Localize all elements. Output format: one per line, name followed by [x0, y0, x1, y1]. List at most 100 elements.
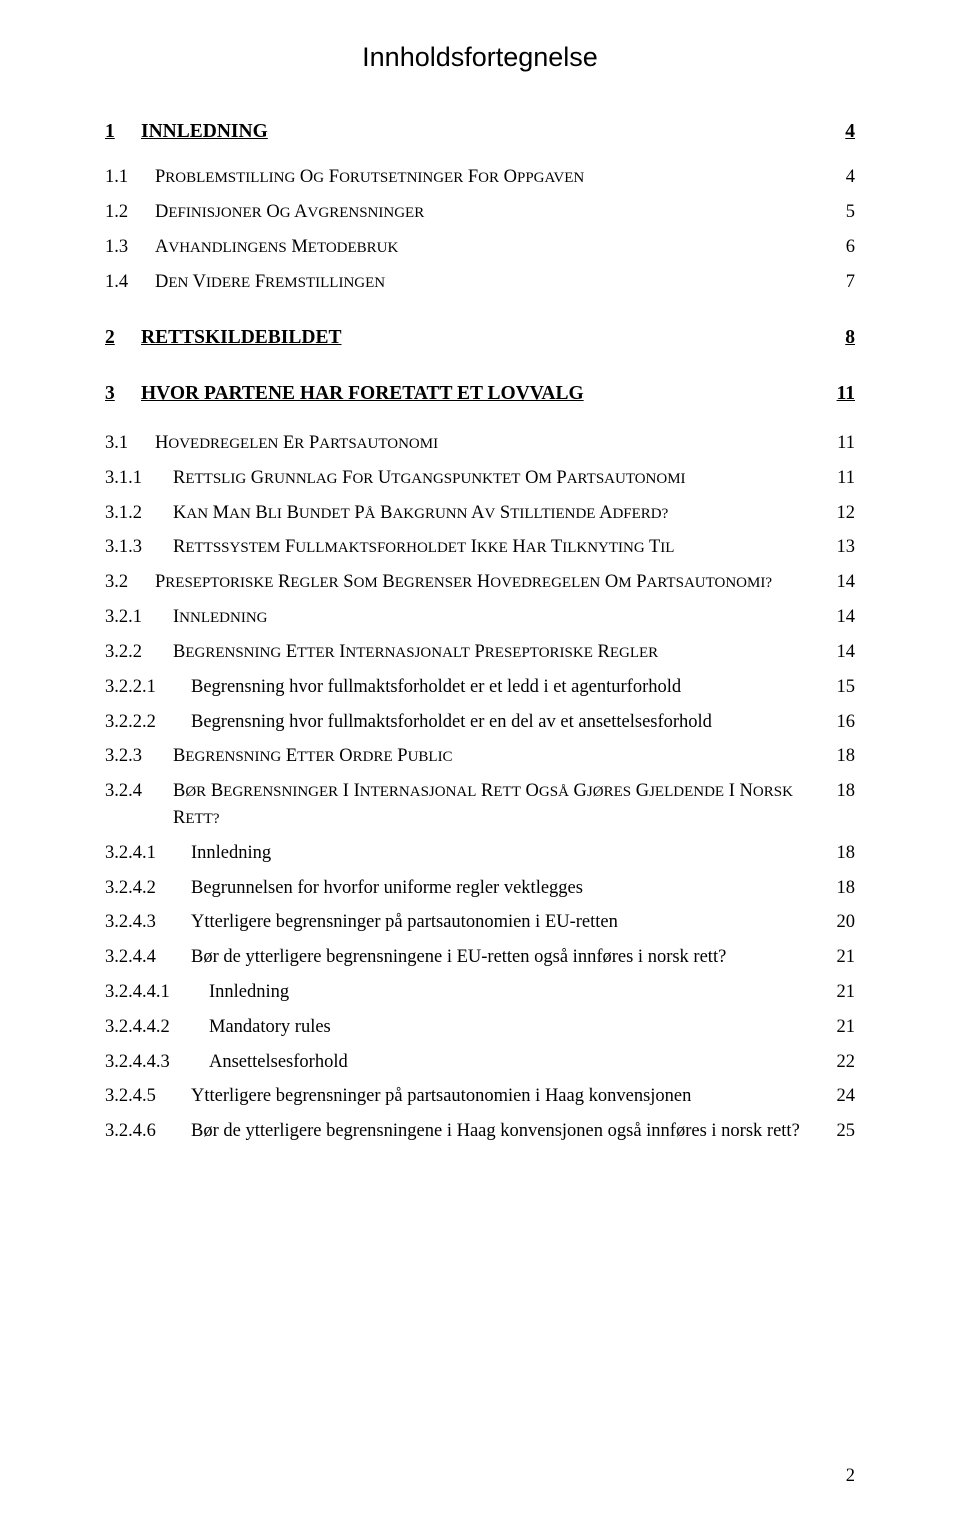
toc-entry-text: PRESEPTORISKE REGLER SOM BEGRENSER HOVED…: [155, 569, 815, 596]
toc-entry-page: 11: [825, 430, 855, 457]
toc-entry-page: 4: [825, 164, 855, 191]
toc-entry-text: INNLEDNING: [173, 604, 815, 631]
toc-entry-number: 3.1.1: [105, 465, 173, 492]
toc-entry-number: 3.2.4.4.3: [105, 1049, 209, 1076]
toc-entry-page: 21: [825, 1014, 855, 1041]
toc-entry-page: 4: [825, 118, 855, 146]
toc-entry-text: HOVEDREGELEN ER PARTSAUTONOMI: [155, 430, 815, 457]
toc-entry-page: 6: [825, 234, 855, 261]
toc-row: 3.1.2KAN MAN BLI BUNDET PÅ BAKGRUNN AV S…: [105, 500, 855, 527]
toc-row: 3.2.3BEGRENSNING ETTER ORDRE PUBLIC 18: [105, 743, 855, 770]
toc-row: 1.3AVHANDLINGENS METODEBRUK 6: [105, 234, 855, 261]
toc-entry-page: 21: [825, 979, 855, 1006]
toc-entry-number: 2: [105, 324, 141, 352]
toc-entry-page: 5: [825, 199, 855, 226]
toc-entry-page: 14: [825, 569, 855, 596]
toc-entry-page: 13: [825, 534, 855, 561]
toc-entry-page: 18: [825, 778, 855, 805]
toc-entry-text: Bør de ytterligere begrensningene i EU-r…: [191, 944, 815, 971]
toc-row: 3.2.4BØR BEGRENSNINGER I INTERNASJONAL R…: [105, 778, 855, 832]
toc-entry-page: 16: [825, 709, 855, 736]
toc-row: 3.2.2BEGRENSNING ETTER INTERNASJONALT PR…: [105, 639, 855, 666]
toc-entry-text: Ytterligere begrensninger på partsautono…: [191, 909, 815, 936]
toc-entry-number: 1.2: [105, 199, 155, 226]
toc-entry-text: Mandatory rules: [209, 1014, 815, 1041]
toc-entry-page: 22: [825, 1049, 855, 1076]
page-title: Innholdsfortegnelse: [105, 42, 855, 73]
toc-entry-number: 3.2.4.4.1: [105, 979, 209, 1006]
toc-row: 3.2.4.4.3Ansettelsesforhold 22: [105, 1049, 855, 1076]
toc-entry-page: 18: [825, 875, 855, 902]
toc-entry-text: Innledning: [209, 979, 815, 1006]
toc-entry-page: 24: [825, 1083, 855, 1110]
toc-entry-page: 21: [825, 944, 855, 971]
toc-row: 2RETTSKILDEBILDET8: [105, 324, 855, 352]
toc-entry-text: BØR BEGRENSNINGER I INTERNASJONAL RETT O…: [173, 778, 815, 832]
toc-row: 1INNLEDNING 4: [105, 118, 855, 146]
toc-entry-number: 3.2.2.1: [105, 674, 191, 701]
toc-row: 3.2.4.5Ytterligere begrensninger på part…: [105, 1083, 855, 1110]
toc-entry-page: 18: [825, 743, 855, 770]
toc-row: 3.2.4.2Begrunnelsen for hvorfor uniforme…: [105, 875, 855, 902]
toc-entry-number: 3.1.2: [105, 500, 173, 527]
toc-entry-number: 3.2.4: [105, 778, 173, 805]
toc-entry-number: 3.1: [105, 430, 155, 457]
toc-entry-number: 3.2: [105, 569, 155, 596]
toc-row: 1.4DEN VIDERE FREMSTILLINGEN7: [105, 269, 855, 296]
toc-entry-page: 11: [825, 465, 855, 492]
toc-entry-text: RETTSSYSTEM FULLMAKTSFORHOLDET IKKE HAR …: [173, 534, 815, 561]
toc-entry-number: 3.2.1: [105, 604, 173, 631]
toc-entry-text: HVOR PARTENE HAR FORETATT ET LOVVALG: [141, 380, 815, 408]
toc-row: 3.1HOVEDREGELEN ER PARTSAUTONOMI 11: [105, 430, 855, 457]
toc-entry-text: Ytterligere begrensninger på partsautono…: [191, 1083, 815, 1110]
toc-entry-number: 3.2.4.4: [105, 944, 191, 971]
toc-row: 3.2.4.4.1Innledning 21: [105, 979, 855, 1006]
page: Innholdsfortegnelse 1INNLEDNING41.1PROBL…: [0, 0, 960, 1527]
toc-row: 3.2.4.1Innledning 18: [105, 840, 855, 867]
toc-entry-page: 20: [825, 909, 855, 936]
toc-entry-text: KAN MAN BLI BUNDET PÅ BAKGRUNN AV STILLT…: [173, 500, 815, 527]
toc-entry-page: 25: [825, 1118, 855, 1145]
toc-entry-page: 14: [825, 604, 855, 631]
toc-row: 1.2DEFINISJONER OG AVGRENSNINGER5: [105, 199, 855, 226]
toc-entry-page: 15: [825, 674, 855, 701]
toc-entry-text: RETTSKILDEBILDET: [141, 324, 815, 352]
toc-entry-number: 3.2.2.2: [105, 709, 191, 736]
toc-entry-text: Begrensning hvor fullmaktsforholdet er e…: [191, 709, 815, 736]
toc-row: 3.2.2.2Begrensning hvor fullmaktsforhold…: [105, 709, 855, 736]
toc-entry-number: 1.3: [105, 234, 155, 261]
toc-row: 3.2.4.4.2Mandatory rules 21: [105, 1014, 855, 1041]
page-number: 2: [846, 1466, 855, 1487]
toc-entry-text: PROBLEMSTILLING OG FORUTSETNINGER FOR OP…: [155, 164, 815, 191]
toc-entry-number: 3.2.4.3: [105, 909, 191, 936]
toc-row: 3HVOR PARTENE HAR FORETATT ET LOVVALG 11: [105, 380, 855, 408]
toc-entry-number: 3.2.4.6: [105, 1118, 191, 1145]
toc-entry-number: 3.2.3: [105, 743, 173, 770]
toc-row: 1.1PROBLEMSTILLING OG FORUTSETNINGER FOR…: [105, 164, 855, 191]
toc-entry-number: 3.2.4.1: [105, 840, 191, 867]
toc-entry-text: AVHANDLINGENS METODEBRUK: [155, 234, 815, 261]
toc-entry-text: Begrunnelsen for hvorfor uniforme regler…: [191, 875, 815, 902]
toc-row: 3.1.3RETTSSYSTEM FULLMAKTSFORHOLDET IKKE…: [105, 534, 855, 561]
toc-row: 3.2.4.4Bør de ytterligere begrensningene…: [105, 944, 855, 971]
toc-entry-text: INNLEDNING: [141, 118, 815, 146]
toc-entry-number: 1.4: [105, 269, 155, 296]
toc-entry-page: 18: [825, 840, 855, 867]
toc-entry-text: BEGRENSNING ETTER ORDRE PUBLIC: [173, 743, 815, 770]
toc-entry-text: Ansettelsesforhold: [209, 1049, 815, 1076]
toc-entry-page: 14: [825, 639, 855, 666]
toc-entry-text: Begrensning hvor fullmaktsforholdet er e…: [191, 674, 815, 701]
toc-entry-number: 3.2.4.4.2: [105, 1014, 209, 1041]
toc-entry-number: 1.1: [105, 164, 155, 191]
toc-entry-text: Bør de ytterligere begrensningene i Haag…: [191, 1118, 815, 1145]
toc-entry-number: 3: [105, 380, 141, 408]
toc-entry-text: Innledning: [191, 840, 815, 867]
toc-row: 3.2.2.1Begrensning hvor fullmaktsforhold…: [105, 674, 855, 701]
toc-entry-page: 7: [825, 269, 855, 296]
toc-entry-number: 3.2.4.2: [105, 875, 191, 902]
table-of-contents: 1INNLEDNING41.1PROBLEMSTILLING OG FORUTS…: [105, 118, 855, 1145]
toc-entry-number: 3.2.2: [105, 639, 173, 666]
toc-entry-page: 11: [825, 380, 855, 408]
toc-row: 3.2.4.3Ytterligere begrensninger på part…: [105, 909, 855, 936]
toc-entry-number: 1: [105, 118, 141, 146]
